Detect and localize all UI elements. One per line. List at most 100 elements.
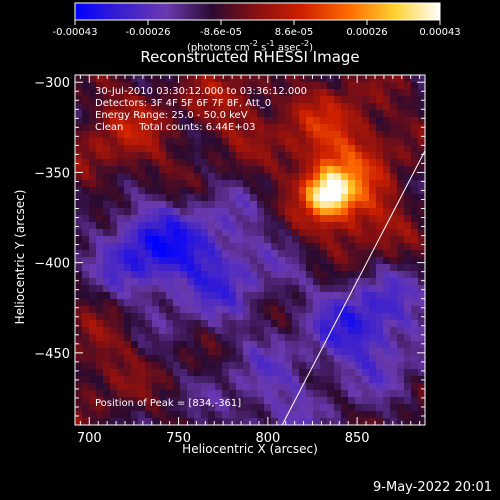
heatmap-cell <box>208 292 216 300</box>
heatmap-cell <box>201 341 209 349</box>
heatmap-cell <box>110 159 118 167</box>
heatmap-cell <box>138 264 146 272</box>
heatmap-cell <box>390 75 398 83</box>
heatmap-cell <box>152 264 160 272</box>
heatmap-cell <box>222 145 230 153</box>
heatmap-cell <box>362 215 370 223</box>
heatmap-cell <box>411 306 419 314</box>
heatmap-cell <box>313 194 321 202</box>
heatmap-cell <box>236 369 244 377</box>
heatmap-cell <box>418 159 425 167</box>
heatmap-cell <box>194 96 202 104</box>
heatmap-cell <box>96 117 104 125</box>
heatmap-cell <box>173 236 181 244</box>
heatmap-cell <box>376 327 384 335</box>
heatmap-cell <box>313 229 321 237</box>
heatmap-cell <box>89 383 97 391</box>
heatmap-cell <box>362 243 370 251</box>
heatmap-cell <box>194 82 202 90</box>
heatmap-cell <box>376 250 384 258</box>
heatmap-cell <box>411 117 419 125</box>
heatmap-cell <box>257 180 265 188</box>
heatmap-cell <box>75 103 83 111</box>
heatmap-cell <box>313 285 321 293</box>
heatmap-cell <box>341 257 349 265</box>
heatmap-cell <box>390 285 398 293</box>
heatmap-cell <box>369 418 377 425</box>
heatmap-cell <box>138 278 146 286</box>
heatmap-cell <box>124 173 132 181</box>
heatmap-cell <box>292 131 300 139</box>
heatmap-cell <box>390 236 398 244</box>
heatmap-cell <box>278 145 286 153</box>
heatmap-cell <box>397 201 405 209</box>
heatmap-cell <box>229 299 237 307</box>
heatmap-cell <box>124 89 132 97</box>
heatmap-cell <box>82 341 90 349</box>
heatmap-cell <box>404 397 412 405</box>
x-tick-label: 700 <box>77 431 102 446</box>
heatmap-cell <box>215 138 223 146</box>
heatmap-cell <box>243 397 251 405</box>
heatmap-cell <box>362 250 370 258</box>
heatmap-cell <box>138 404 146 412</box>
heatmap-cell <box>383 103 391 111</box>
heatmap-cell <box>75 285 83 293</box>
heatmap-cell <box>110 383 118 391</box>
heatmap-cell <box>152 278 160 286</box>
heatmap-cell <box>215 187 223 195</box>
peak-position-label: Position of Peak = [834,-361] <box>95 398 242 409</box>
heatmap-cell <box>292 215 300 223</box>
heatmap-cell <box>124 103 132 111</box>
heatmap-cell <box>397 285 405 293</box>
heatmap-cell <box>383 250 391 258</box>
heatmap-cell <box>117 257 125 265</box>
heatmap-cell <box>383 397 391 405</box>
heatmap-cell <box>348 334 356 342</box>
heatmap-cell <box>208 411 216 419</box>
heatmap-cell <box>285 299 293 307</box>
heatmap-cell <box>166 376 174 384</box>
heatmap-cell <box>299 313 307 321</box>
heatmap-cell <box>152 75 160 83</box>
heatmap-cell <box>180 208 188 216</box>
heatmap-cell <box>320 166 328 174</box>
heatmap-cell <box>271 201 279 209</box>
heatmap-cell <box>124 362 132 370</box>
heatmap-cell <box>292 411 300 419</box>
heatmap-cell <box>96 243 104 251</box>
heatmap-cell <box>243 376 251 384</box>
heatmap-cell <box>334 229 342 237</box>
heatmap-cell <box>418 194 425 202</box>
heatmap-cell <box>166 222 174 230</box>
heatmap-cell <box>369 124 377 132</box>
heatmap-cell <box>411 159 419 167</box>
heatmap-cell <box>187 243 195 251</box>
heatmap-cell <box>159 201 167 209</box>
heatmap-cell <box>166 299 174 307</box>
heatmap-cell <box>82 229 90 237</box>
heatmap-cell <box>194 362 202 370</box>
heatmap-cell <box>117 145 125 153</box>
heatmap-cell <box>89 257 97 265</box>
heatmap-cell <box>96 390 104 398</box>
heatmap-cell <box>348 292 356 300</box>
heatmap-cell <box>236 229 244 237</box>
heatmap-cell <box>117 173 125 181</box>
heatmap-cell <box>75 82 83 90</box>
heatmap-cell <box>404 418 412 425</box>
heatmap-cell <box>145 334 153 342</box>
heatmap-cell <box>264 285 272 293</box>
colorbar-tick-label: 0.00026 <box>346 27 387 38</box>
heatmap-cell <box>75 180 83 188</box>
heatmap-cell <box>376 306 384 314</box>
heatmap-cell <box>222 271 230 279</box>
y-tick-label: −300 <box>34 76 70 91</box>
heatmap-cell <box>103 117 111 125</box>
heatmap-cell <box>187 327 195 335</box>
heatmap-cell <box>145 243 153 251</box>
heatmap-cell <box>320 138 328 146</box>
heatmap-cell <box>187 229 195 237</box>
heatmap-cell <box>397 306 405 314</box>
heatmap-cell <box>383 383 391 391</box>
